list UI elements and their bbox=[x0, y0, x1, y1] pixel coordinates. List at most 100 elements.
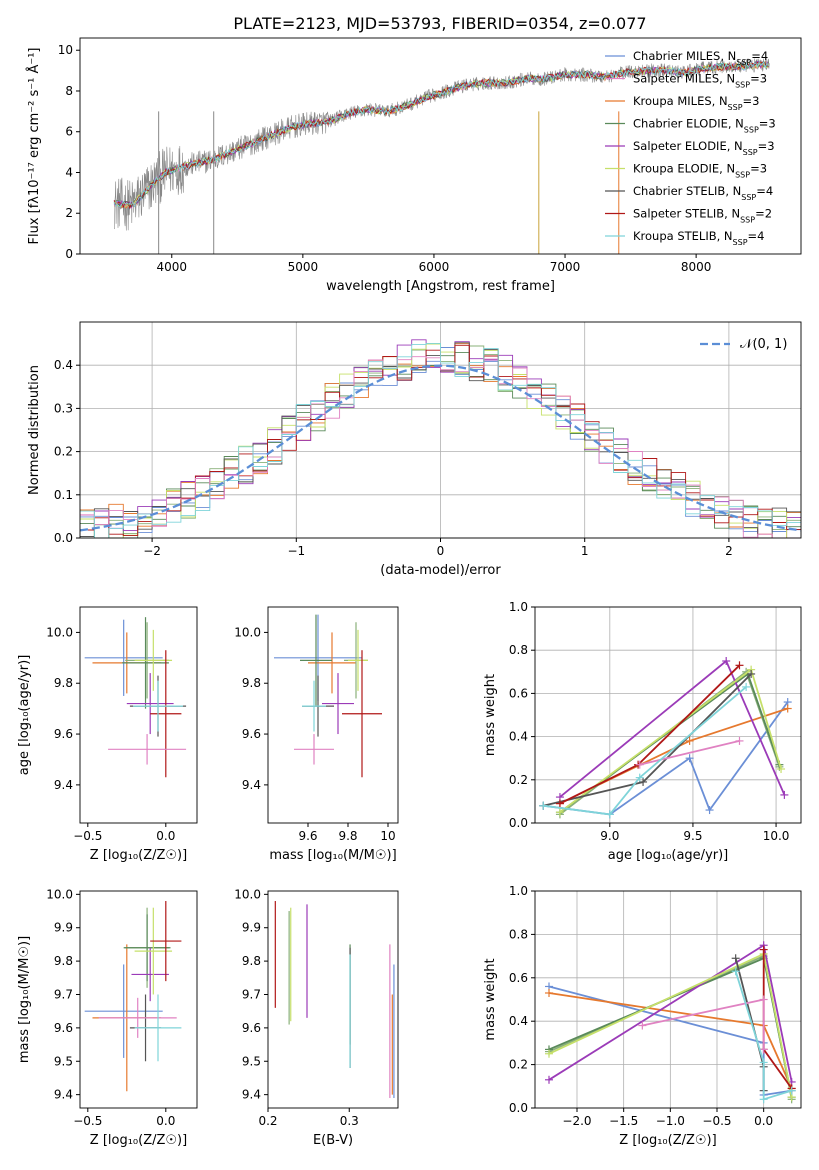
plus-marker bbox=[685, 754, 694, 763]
y-tick-label: 9.5 bbox=[54, 1054, 73, 1068]
axes-frame bbox=[267, 606, 399, 824]
plot-area bbox=[113, 58, 770, 254]
weight-series-8 bbox=[642, 998, 765, 1050]
plot-area bbox=[274, 901, 395, 1098]
plus-marker bbox=[545, 1075, 553, 1084]
model-kroupa-stelib-n-ssp-4 bbox=[113, 61, 769, 208]
weight-series-8 bbox=[639, 740, 740, 766]
y-tick-label: 0 bbox=[65, 247, 73, 261]
axes-frame bbox=[79, 890, 198, 1109]
y-tick-label: 9.5 bbox=[242, 1054, 261, 1068]
errorbar-point bbox=[294, 734, 334, 765]
errorbar-point bbox=[302, 680, 326, 732]
plot-area bbox=[80, 339, 801, 538]
x-axis-label: wavelength [Angstrom, rest frame] bbox=[326, 279, 555, 294]
weight-series-3 bbox=[559, 672, 781, 813]
y-tick-label: 9.6 bbox=[54, 1021, 73, 1035]
plot-area bbox=[84, 901, 182, 1092]
x-tick-label: 9.5 bbox=[683, 829, 702, 843]
legend-entry: Salpeter STELIB, NSSP=2 bbox=[633, 207, 772, 225]
y-tick-label: 9.6 bbox=[242, 727, 261, 741]
weight-series-9 bbox=[734, 971, 792, 1101]
y-tick-label: 0.2 bbox=[54, 445, 73, 459]
y-tick-label: 0.2 bbox=[509, 1058, 528, 1072]
x-tick-label: −1.5 bbox=[609, 1114, 638, 1128]
errorbar-point bbox=[300, 614, 332, 707]
x-tick-label: 9.8 bbox=[338, 829, 357, 843]
errorbar-point bbox=[150, 650, 182, 778]
y-axis-label: Flux [fλ10⁻¹⁷ erg cm⁻² s⁻¹ Å⁻¹] bbox=[26, 48, 42, 245]
y-axis-label: Normed distribution bbox=[27, 365, 42, 495]
y-tick-label: 9.9 bbox=[54, 921, 73, 935]
y-tick-label: 9.4 bbox=[242, 1088, 261, 1102]
y-tick-label: 9.4 bbox=[242, 778, 261, 792]
x-tick-label: 0.0 bbox=[156, 1114, 175, 1128]
x-tick-label: −2 bbox=[143, 544, 161, 558]
x-tick-label: 10.0 bbox=[763, 829, 790, 843]
errorbar-point bbox=[84, 964, 163, 1058]
histogram-9 bbox=[80, 342, 801, 538]
axes-frame bbox=[79, 606, 198, 824]
y-tick-label: 9.4 bbox=[54, 778, 73, 792]
legend-entry: Salpeter MILES, NSSP=3 bbox=[633, 72, 767, 90]
plus-marker bbox=[759, 1095, 768, 1104]
weight-series-9 bbox=[543, 686, 747, 816]
plus-marker bbox=[605, 810, 614, 819]
plus-marker bbox=[777, 765, 786, 773]
y-tick-label: 9.7 bbox=[242, 987, 261, 1001]
panel-mass-vs-ebv: 0.2 0.3 9.4 9.5 9.6 9.7 9.8 9.9 10.0 E(B-V) bbox=[234, 887, 399, 1148]
errorbar-point bbox=[98, 997, 177, 1038]
panel-age-vs-Z: −0.5 0.0 9.4 9.6 9.8 10.0 Z [log₁₀(Z/Z☉)] age [… bbox=[17, 606, 198, 863]
y-tick-label: 0.0 bbox=[54, 531, 73, 545]
y-tick-label: 4 bbox=[65, 165, 73, 179]
errorbar-point bbox=[348, 629, 368, 691]
x-tick-label: −2.0 bbox=[562, 1114, 591, 1128]
y-tick-label: 0.4 bbox=[54, 358, 73, 372]
legend-entry: Kroupa ELODIE, NSSP=3 bbox=[633, 162, 767, 180]
plus-marker bbox=[638, 1021, 647, 1030]
y-tick-label: 9.9 bbox=[242, 921, 261, 935]
plus-marker bbox=[545, 1049, 553, 1058]
plus-marker bbox=[787, 1086, 796, 1095]
x-tick-label: 6000 bbox=[419, 260, 450, 274]
errorbar-point bbox=[123, 914, 171, 982]
plot-area bbox=[274, 614, 382, 778]
panel-age-vs-mass: 9.6 9.8 10 9.4 9.6 9.8 10.0 mass [log₁₀(M/M☉)] bbox=[234, 606, 399, 863]
x-tick-label: 0.3 bbox=[340, 1114, 359, 1128]
plus-marker bbox=[635, 773, 644, 782]
y-tick-label: 1.0 bbox=[509, 600, 528, 614]
x-tick-label: 0.0 bbox=[156, 829, 175, 843]
plus-marker bbox=[539, 801, 548, 810]
axes-frame bbox=[267, 890, 399, 1109]
y-tick-label: 6 bbox=[65, 125, 73, 139]
y-tick-label: 0.0 bbox=[509, 816, 528, 830]
x-axis-label: mass [log₁₀(M/M☉)] bbox=[269, 848, 396, 863]
x-axis-label: Z [log₁₀(Z/Z☉)] bbox=[90, 1133, 187, 1148]
errorbar-point bbox=[150, 901, 182, 982]
legend-entry: 𝒩(0, 1) bbox=[740, 337, 787, 352]
plus-marker bbox=[635, 760, 644, 769]
y-tick-label: 8 bbox=[65, 84, 73, 98]
errorbar-point bbox=[134, 994, 182, 1062]
x-tick-label: −0.5 bbox=[73, 829, 102, 843]
errorbar-point bbox=[108, 734, 187, 765]
x-tick-label: 0 bbox=[437, 544, 445, 558]
plus-marker bbox=[685, 736, 694, 745]
plus-marker bbox=[555, 808, 564, 817]
panel-weight-vs-Z: −2.0 −1.5 −1.0 −0.5 0.0 0.0 0.2 0.4 0.6 0.8 1.0 Z [… bbox=[483, 884, 802, 1148]
errorbar-point bbox=[308, 632, 356, 694]
plus-marker bbox=[759, 1058, 768, 1067]
x-axis-label: (data-model)/error bbox=[380, 563, 501, 578]
plus-marker bbox=[705, 806, 714, 815]
plot-area bbox=[545, 941, 796, 1104]
x-tick-label: −1.0 bbox=[656, 1114, 685, 1128]
x-tick-label: 7000 bbox=[550, 260, 581, 274]
plus-marker bbox=[780, 790, 789, 799]
y-tick-label: 10.0 bbox=[234, 887, 261, 901]
plus-marker bbox=[759, 995, 768, 1004]
y-tick-label: 0.8 bbox=[509, 643, 528, 657]
y-tick-label: 9.4 bbox=[54, 1088, 73, 1102]
y-axis-label: mass weight bbox=[483, 674, 498, 756]
figure-title: PLATE=2123, MJD=53793, FIBERID=0354, z=0… bbox=[233, 14, 646, 33]
